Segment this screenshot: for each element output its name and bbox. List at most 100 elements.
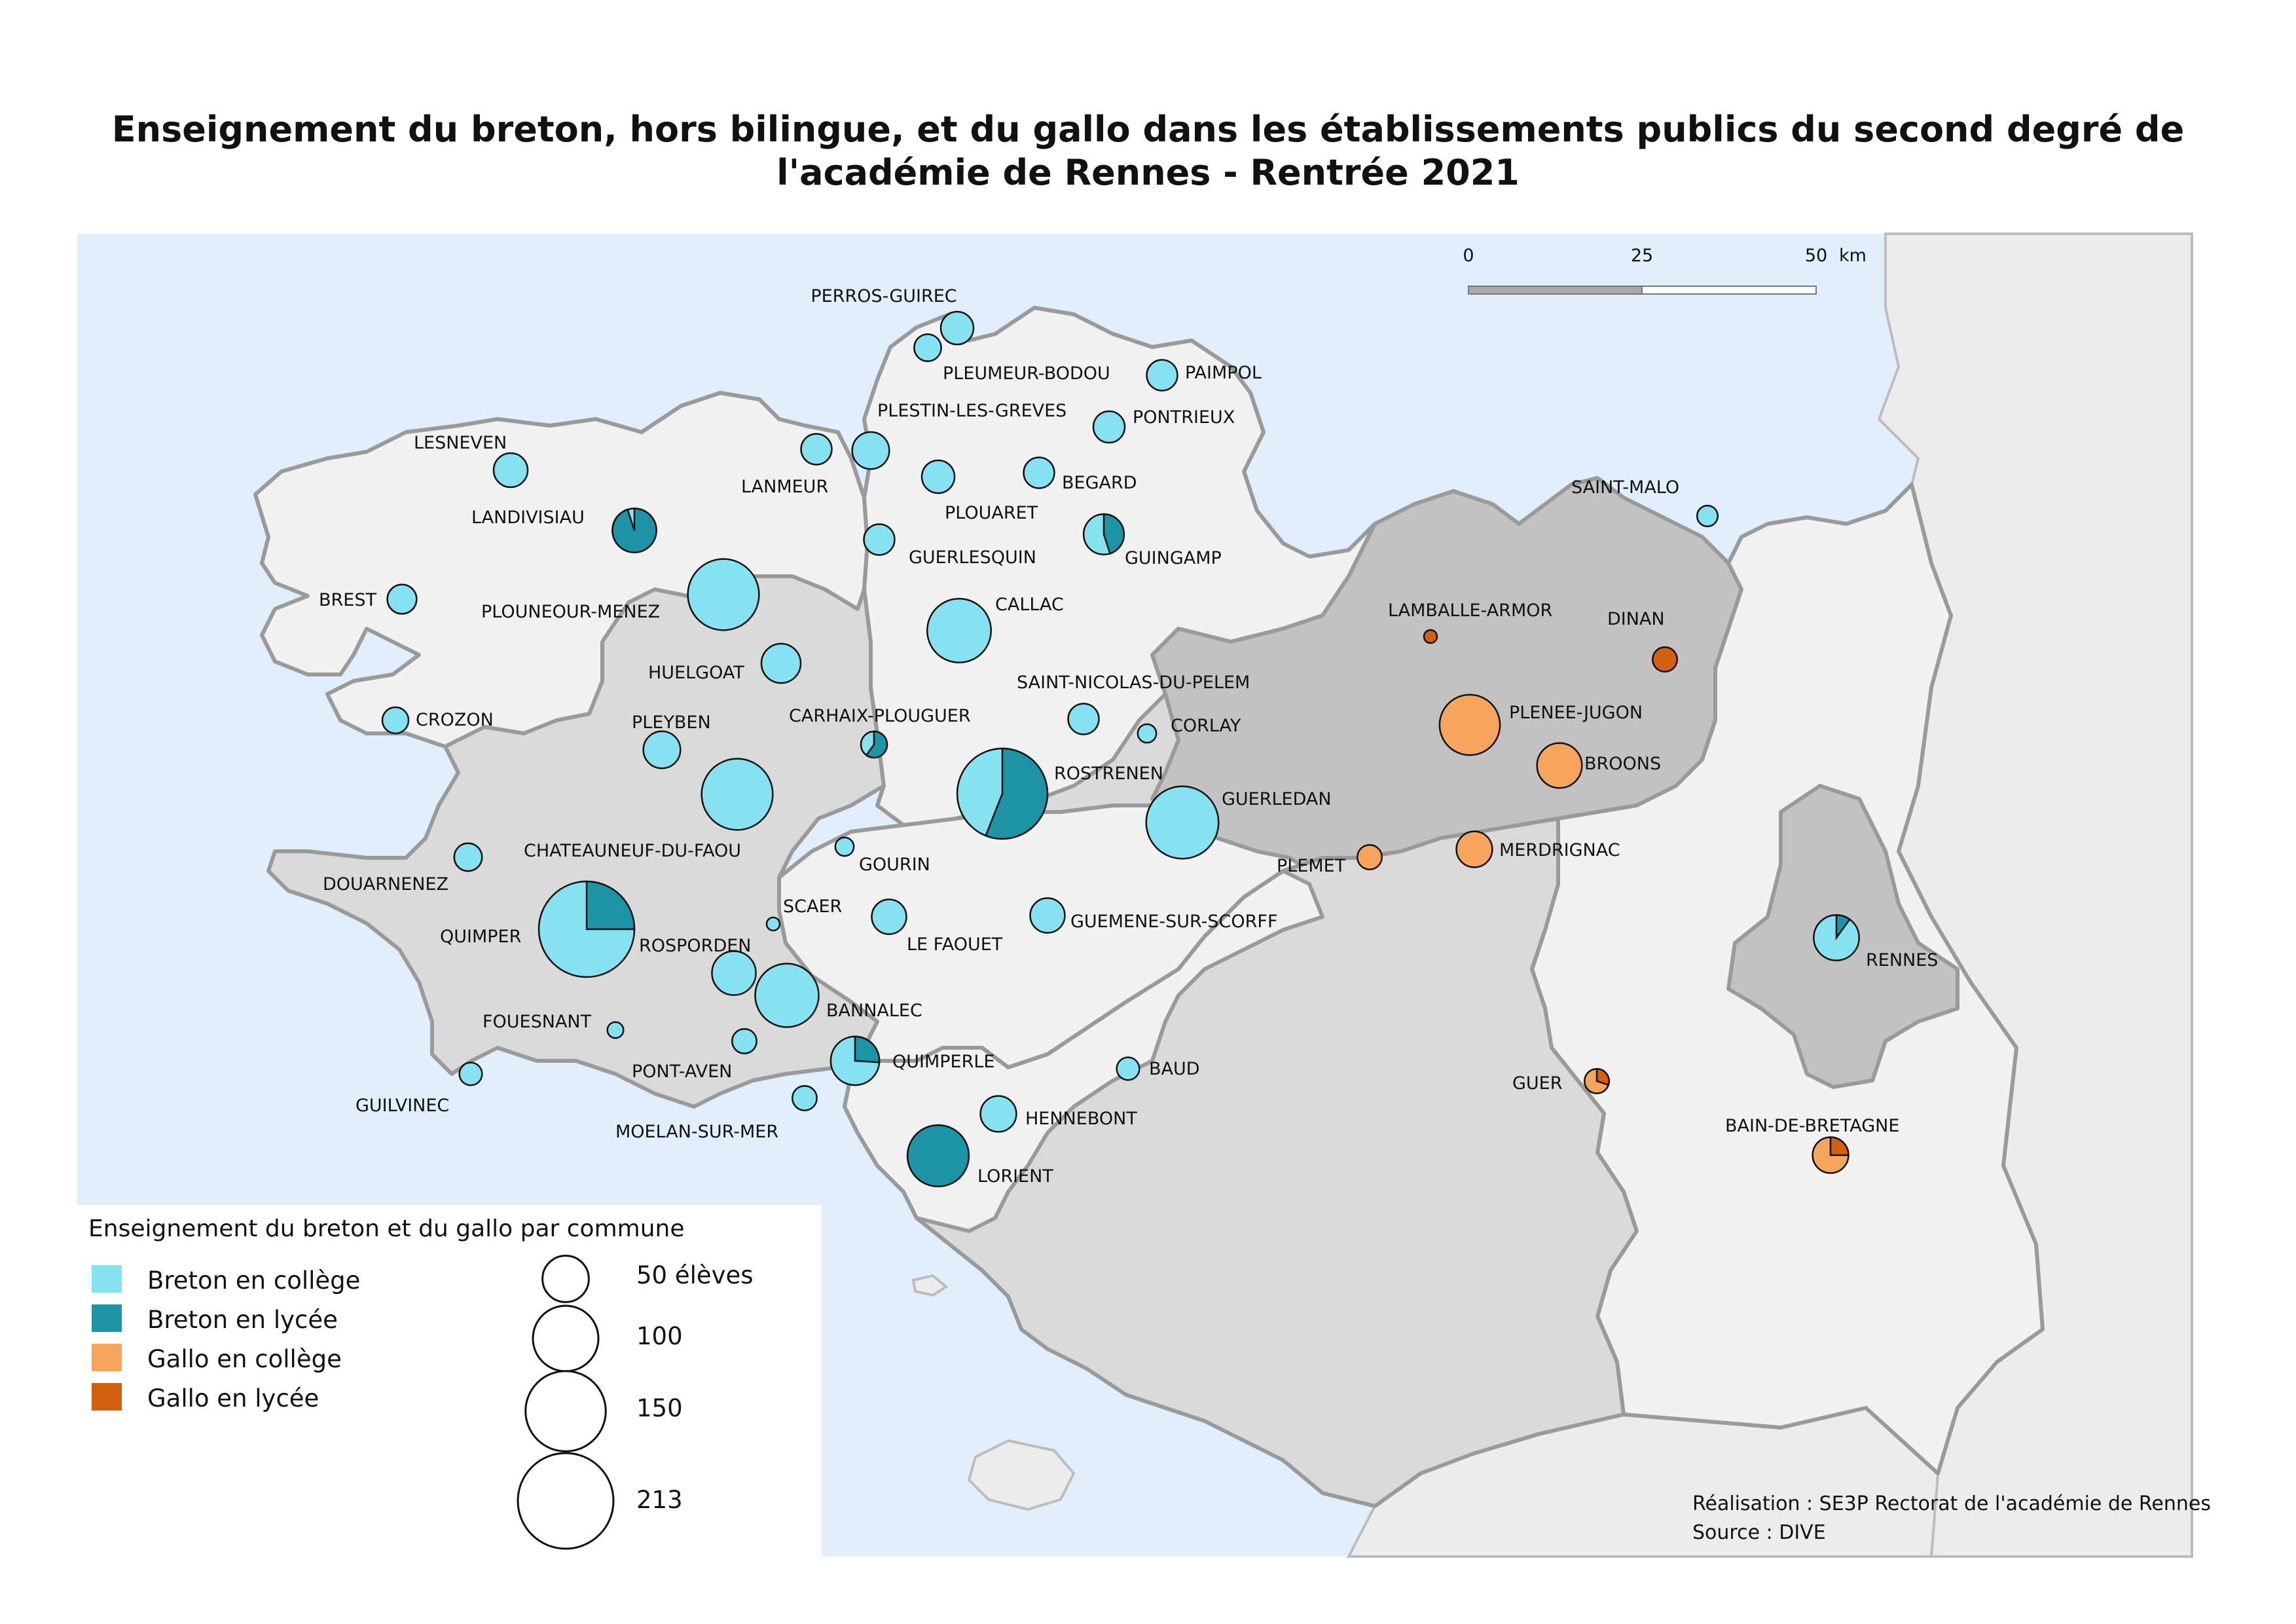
map-title-line-2: l'académie de Rennes - Rentrée 2021 bbox=[776, 152, 1520, 193]
label-rosporden: ROSPORDEN bbox=[639, 936, 752, 956]
symbol-rosporden bbox=[711, 950, 757, 996]
label-quimper: QUIMPER bbox=[440, 927, 521, 947]
symbol-plemet bbox=[1357, 844, 1383, 870]
symbol-quimper-lycee-slice bbox=[585, 880, 636, 931]
symbol-saint-nicolas-du-pelem bbox=[1067, 703, 1100, 735]
symbol-lamballe-armor-circle bbox=[1423, 629, 1438, 644]
legend-title: Enseignement du breton et du gallo par c… bbox=[88, 1215, 685, 1242]
symbol-begard bbox=[1023, 456, 1055, 489]
label-huelgoat: HUELGOAT bbox=[648, 663, 744, 683]
symbol-rosporden-circle bbox=[711, 950, 757, 996]
symbol-baud-circle bbox=[1116, 1056, 1140, 1081]
legend-label-breton-en-college: Breton en collège bbox=[147, 1266, 360, 1295]
label-crozon: CROZON bbox=[416, 710, 494, 730]
scale-bar-label-50: 50 bbox=[1805, 246, 1827, 266]
symbol-chateauneuf-du-faou bbox=[701, 758, 774, 831]
symbol-plouaret-circle bbox=[920, 459, 956, 494]
symbol-scaer-circle bbox=[765, 916, 781, 932]
label-begard: BEGARD bbox=[1062, 473, 1137, 493]
symbol-dinan bbox=[1652, 646, 1678, 673]
label-gourin: GOURIN bbox=[859, 855, 930, 875]
symbol-crozon-circle bbox=[381, 706, 410, 735]
symbol-corlay-circle bbox=[1137, 723, 1157, 744]
symbol-guemene-sur-scorff-circle bbox=[1029, 897, 1066, 934]
symbol-callac bbox=[926, 597, 993, 664]
symbol-plenee-jugon bbox=[1438, 693, 1501, 756]
symbol-crozon bbox=[381, 706, 410, 735]
symbol-pont-aven-circle bbox=[731, 1028, 757, 1054]
label-lesneven: LESNEVEN bbox=[414, 433, 507, 453]
credits: Réalisation : SE3P Rectorat de l'académi… bbox=[1692, 1490, 2211, 1547]
symbol-douarnenez bbox=[453, 842, 483, 872]
symbol-moelan-sur-mer bbox=[792, 1085, 818, 1111]
label-scaer: SCAER bbox=[783, 896, 842, 917]
legend-size-label-100: 100 bbox=[636, 1322, 683, 1350]
label-pleumeur-bodou: PLEUMEUR-BODOU bbox=[943, 363, 1110, 384]
symbol-guemene-sur-scorff bbox=[1029, 897, 1066, 934]
symbol-merdrignac-circle bbox=[1455, 830, 1493, 868]
symbol-guerledan bbox=[1145, 785, 1220, 860]
symbol-guerlesquin-circle bbox=[863, 523, 896, 556]
symbol-douarnenez-circle bbox=[453, 842, 483, 872]
symbol-pont-aven bbox=[731, 1028, 757, 1054]
label-pontrieux: PONTRIEUX bbox=[1133, 407, 1235, 428]
legend-sizes: 50 élèves 100 150 213 bbox=[517, 1255, 754, 1550]
scale-bar: 0 25 50 km bbox=[1463, 246, 1867, 295]
symbol-pontrieux bbox=[1092, 410, 1126, 444]
legend-label-gallo-en-lycee: Gallo en lycée bbox=[147, 1384, 319, 1412]
label-douarnenez: DOUARNENEZ bbox=[323, 874, 448, 895]
symbol-lesneven bbox=[492, 452, 529, 489]
label-chateauneuf-du-faou: CHATEAUNEUF-DU-FAOU bbox=[524, 841, 741, 861]
symbol-huelgoat-circle bbox=[760, 642, 802, 684]
legend-label-gallo-en-college: Gallo en collège bbox=[147, 1345, 342, 1373]
label-guingamp: GUINGAMP bbox=[1125, 548, 1222, 568]
scale-bar-segment-2 bbox=[1641, 286, 1817, 295]
symbol-paimpol-circle bbox=[1146, 359, 1178, 392]
label-lorient: LORIENT bbox=[977, 1166, 1053, 1187]
label-landivisiau: LANDIVISIAU bbox=[471, 507, 585, 528]
symbol-guerledan-circle bbox=[1145, 785, 1220, 860]
label-carhaix-plouguer: CARHAIX-PLOUGUER bbox=[789, 706, 971, 726]
symbol-corlay bbox=[1137, 723, 1157, 744]
label-perros-guirec: PERROS-GUIREC bbox=[811, 286, 957, 306]
scale-bar-label-25: 25 bbox=[1631, 246, 1653, 266]
symbol-bannalec bbox=[754, 963, 820, 1028]
label-plestin-les-greves: PLESTIN-LES-GREVES bbox=[877, 401, 1066, 421]
symbol-pontrieux-circle bbox=[1092, 410, 1126, 444]
legend-size-circle-100 bbox=[532, 1304, 600, 1373]
label-moelan-sur-mer: MOELAN-SUR-MER bbox=[615, 1122, 778, 1142]
legend-swatch-breton-en-lycee bbox=[92, 1304, 122, 1332]
map-title-line-1: Enseignement du breton, hors bilingue, e… bbox=[111, 109, 2185, 150]
symbol-landivisiau bbox=[611, 507, 657, 553]
symbol-landivisiau-lycee-slice bbox=[611, 507, 657, 553]
label-guemene-sur-scorff: GUEMENE-SUR-SCORFF bbox=[1070, 912, 1277, 932]
map-title: Enseignement du breton, hors bilingue, e… bbox=[0, 108, 2296, 194]
legend-panel bbox=[77, 1205, 822, 1557]
symbol-gourin-circle bbox=[834, 836, 855, 857]
label-fouesnant: FOUESNANT bbox=[483, 1012, 592, 1032]
symbol-pleumeur-bodou-circle bbox=[913, 333, 942, 362]
symbol-rostrenen bbox=[956, 747, 1049, 840]
credit-production: Réalisation : SE3P Rectorat de l'académi… bbox=[1692, 1492, 2211, 1515]
symbol-fouesnant bbox=[606, 1021, 625, 1039]
symbol-guingamp-lycee-slice bbox=[1102, 513, 1125, 555]
symbol-pleyben bbox=[642, 730, 682, 769]
symbol-lanmeur-circle bbox=[800, 433, 833, 466]
legend-size-circle-213 bbox=[517, 1452, 615, 1550]
island-belle-ile bbox=[967, 1439, 1076, 1511]
symbol-guer bbox=[1584, 1068, 1610, 1094]
symbol-perros-guirec-circle bbox=[939, 310, 975, 346]
symbol-huelgoat bbox=[760, 642, 802, 684]
symbol-begard-circle bbox=[1023, 456, 1055, 489]
symbol-quimperle bbox=[829, 1035, 881, 1086]
symbol-plouneour-menez bbox=[687, 558, 760, 631]
legend: Enseignement du breton et du gallo par c… bbox=[77, 1205, 822, 1557]
symbol-guerlesquin bbox=[863, 523, 896, 556]
symbol-plemet-circle bbox=[1357, 844, 1383, 870]
label-merdrignac: MERDRIGNAC bbox=[1499, 840, 1620, 860]
legend-swatch-gallo-en-college bbox=[92, 1344, 122, 1371]
legend-swatch-breton-en-college bbox=[92, 1265, 122, 1293]
symbol-quimperle-lycee-slice bbox=[854, 1035, 881, 1063]
symbol-baud bbox=[1116, 1056, 1140, 1081]
